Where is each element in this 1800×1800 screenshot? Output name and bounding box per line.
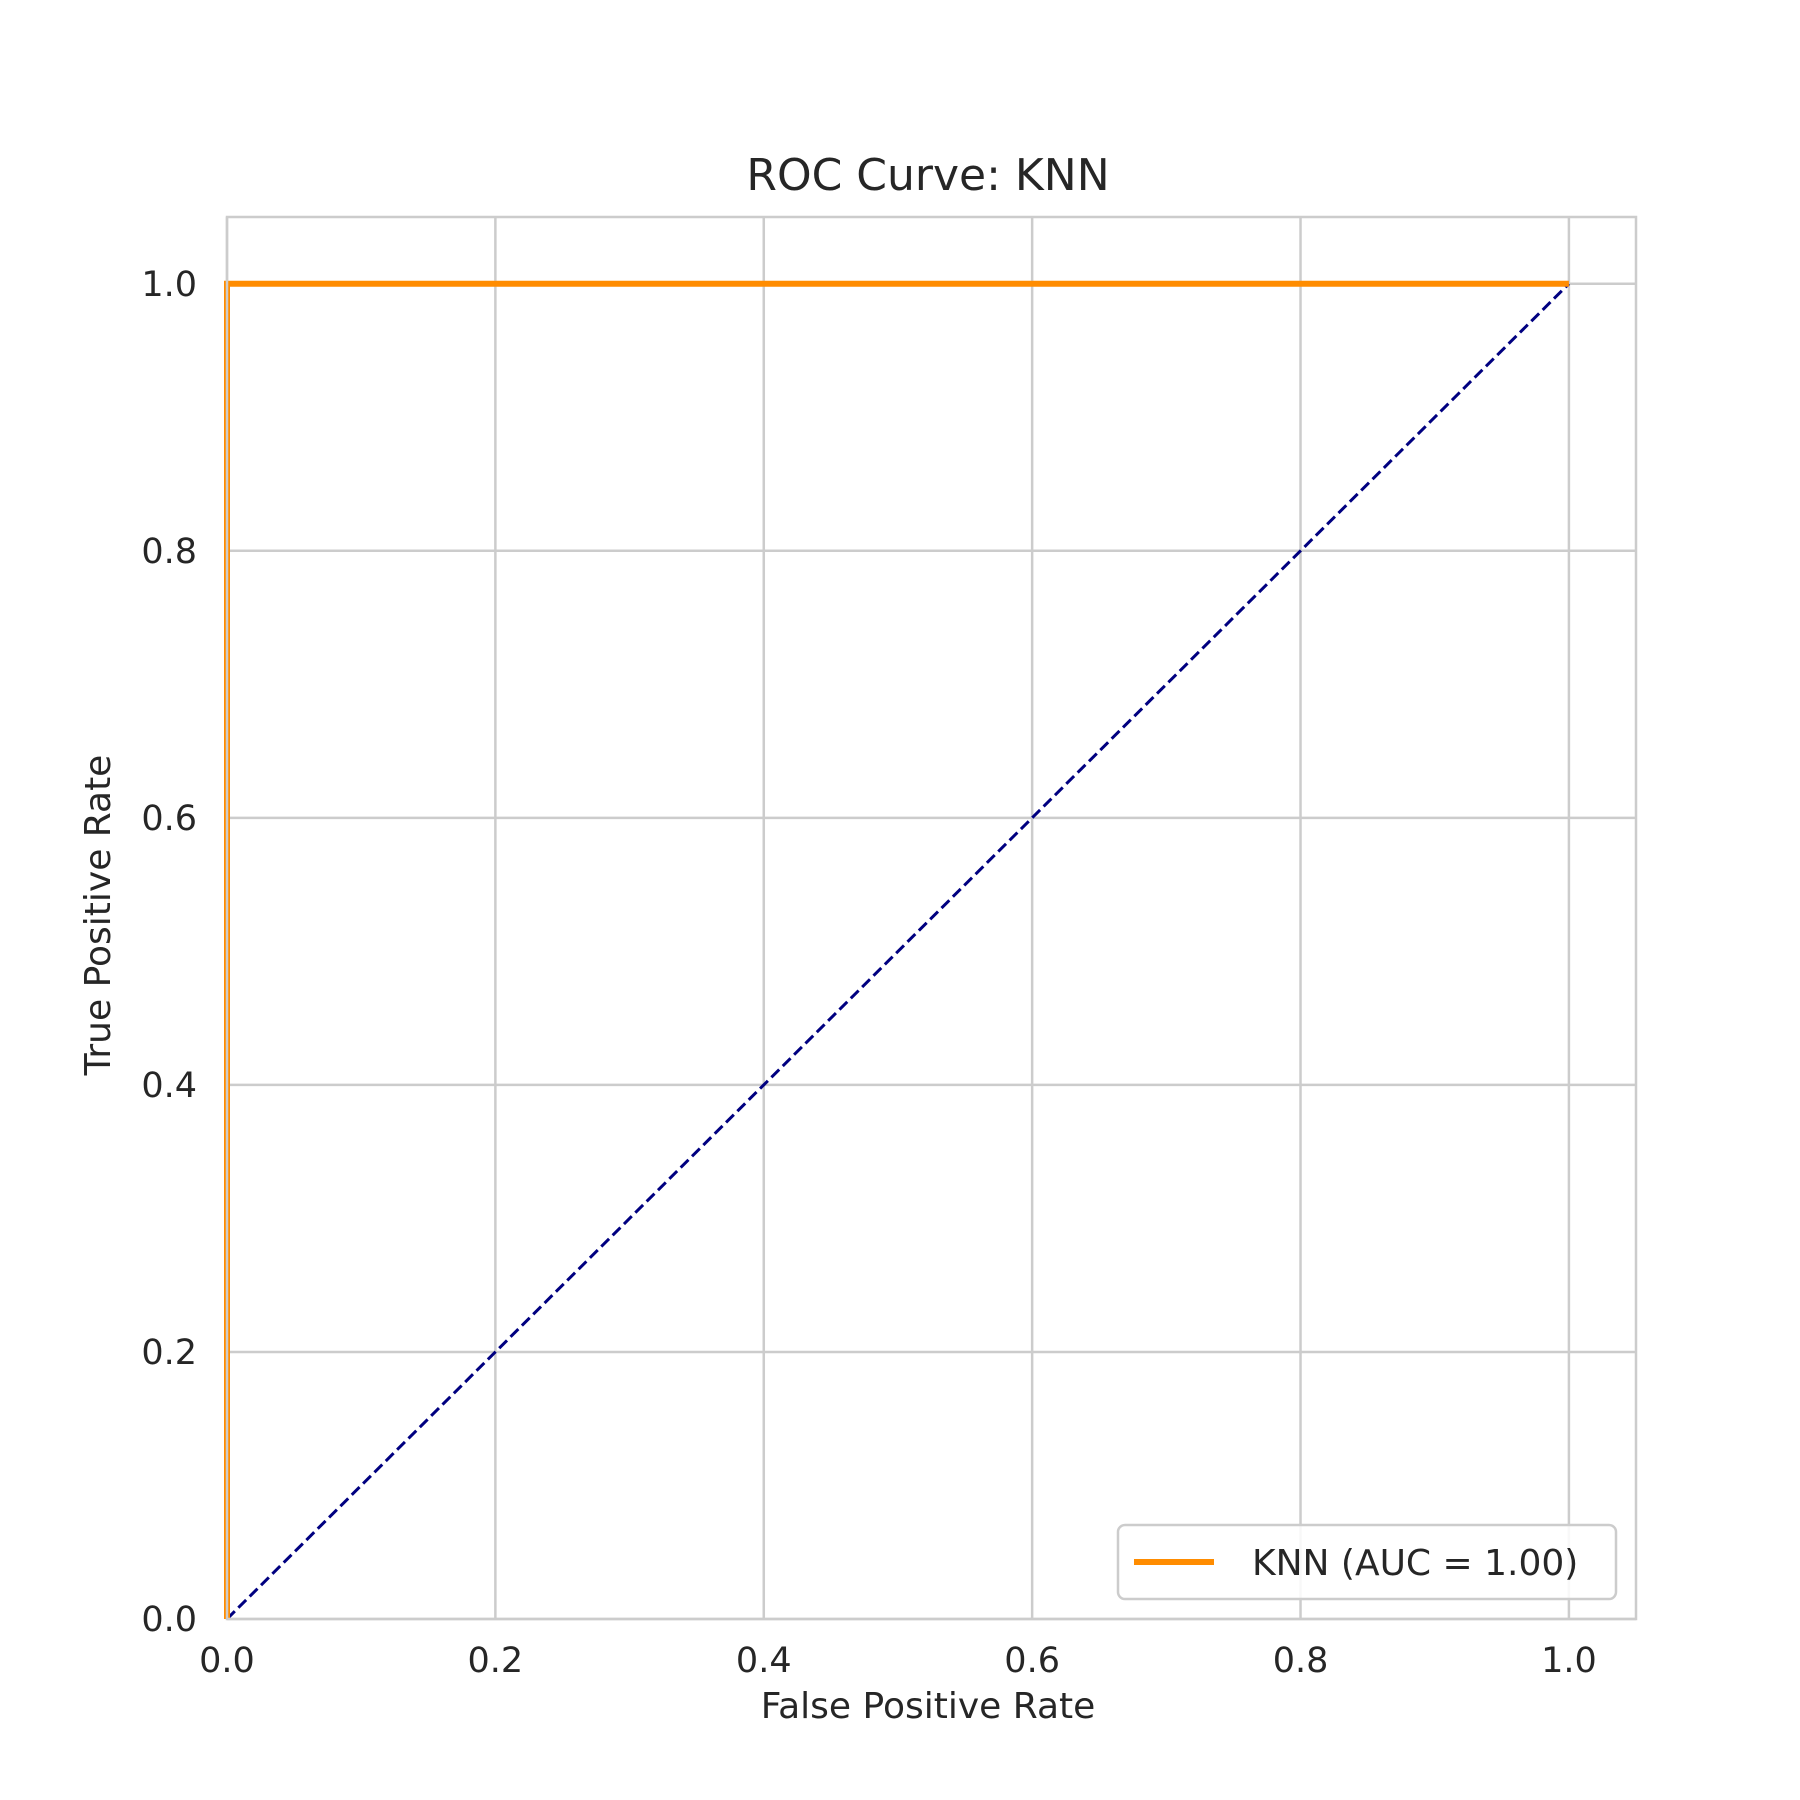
tick-labels: 0.0 0.2 0.4 0.6 0.8 1.0 0.0 0.2 0.4 0.6 0.8 1.0 [141,265,1596,1681]
grid-lines [225,217,1636,1621]
x-tick-label: 0.4 [736,1641,792,1681]
x-tick-label: 0.0 [199,1641,255,1681]
plot-frame [225,215,1638,1621]
legend: KNN (AUC = 1.00) [1116,1523,1618,1601]
x-tick-label: 0.6 [1004,1641,1060,1681]
legend-entry-label: KNN (AUC = 1.00) [1252,1543,1578,1584]
y-axis-label: True Positive Rate [78,755,119,1077]
x-axis-label: False Positive Rate [761,1686,1096,1727]
x-tick-label: 0.8 [1273,1641,1329,1681]
y-tick-label: 1.0 [141,265,197,305]
chart-title: ROC Curve: KNN [746,150,1109,201]
y-tick-label: 0.6 [141,799,197,839]
y-tick-label: 0.0 [141,1600,197,1640]
y-tick-label: 0.2 [141,1333,197,1373]
chance-line [225,282,1570,1621]
legend-box [1116,1523,1618,1601]
y-tick-label: 0.8 [141,532,197,572]
x-tick-label: 0.2 [468,1641,524,1681]
y-tick-label: 0.4 [141,1066,197,1106]
x-tick-label: 1.0 [1541,1641,1597,1681]
